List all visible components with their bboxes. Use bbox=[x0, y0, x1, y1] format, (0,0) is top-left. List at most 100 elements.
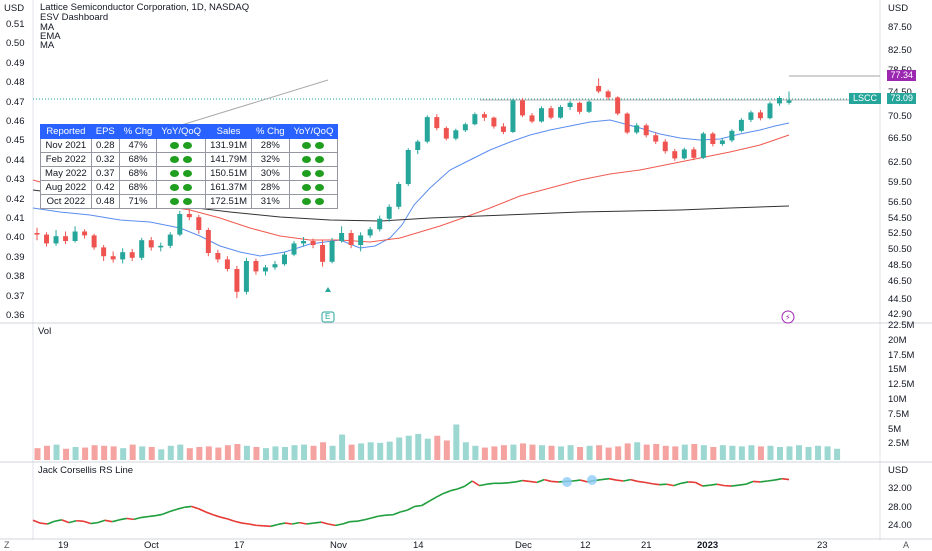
zoom-toggle[interactable]: Z bbox=[4, 540, 10, 550]
cell-eps: 0.42 bbox=[91, 181, 119, 195]
volume-bar bbox=[225, 445, 231, 460]
cell-sales-chg: 30% bbox=[252, 167, 290, 181]
rs-line-segment bbox=[602, 479, 609, 480]
candle-body bbox=[130, 252, 135, 258]
candle-body bbox=[187, 214, 192, 217]
trend-line-drawing[interactable] bbox=[175, 80, 328, 127]
candle-body bbox=[682, 149, 687, 158]
right-axis-tick: 62.50 bbox=[888, 157, 912, 168]
cell-sales-yoy-qoq bbox=[289, 153, 338, 167]
rs-line-segment bbox=[83, 521, 90, 523]
cell-eps-yoy-qoq bbox=[157, 195, 206, 209]
rs-line-segment bbox=[335, 524, 342, 525]
volume-bar bbox=[263, 448, 269, 460]
rs-pane-title[interactable]: Jack Corsellis RS Line bbox=[38, 465, 133, 476]
candle-body bbox=[35, 233, 40, 235]
volume-bar bbox=[272, 446, 278, 460]
cell-sales-chg: 28% bbox=[252, 139, 290, 153]
rs-line-segment bbox=[357, 520, 364, 521]
candle-body bbox=[482, 114, 487, 117]
candle-body bbox=[729, 131, 734, 141]
right-axis-tick: 42.90 bbox=[888, 309, 912, 320]
volume-bar bbox=[73, 447, 79, 460]
rs-line-segment bbox=[321, 522, 328, 524]
rs-line-segment bbox=[163, 512, 170, 515]
rs-line-segment bbox=[544, 480, 551, 482]
col-sales-yoy-qoq: YoY/QoQ bbox=[289, 125, 338, 139]
rs-line-segment bbox=[458, 486, 465, 489]
rs-line-segment bbox=[235, 521, 242, 523]
cell-sales: 150.51M bbox=[206, 167, 252, 181]
candle-body bbox=[282, 255, 287, 265]
candle-body bbox=[739, 120, 744, 131]
volume-bar bbox=[529, 445, 535, 460]
left-axis-tick: 0.44 bbox=[6, 155, 25, 166]
candle-body bbox=[758, 112, 763, 118]
volume-axis-tick: 20M bbox=[888, 335, 906, 346]
volume-bar bbox=[139, 446, 145, 460]
volume-bar bbox=[387, 442, 393, 460]
volume-bar bbox=[568, 445, 574, 460]
volume-bar bbox=[472, 446, 478, 460]
volume-bar bbox=[101, 446, 107, 460]
green-dot-icon bbox=[315, 198, 324, 205]
green-dot-icon bbox=[302, 142, 311, 149]
volume-axis-tick: 12.5M bbox=[888, 379, 914, 390]
right-axis-tick: 44.50 bbox=[888, 294, 912, 305]
candle-body bbox=[206, 230, 211, 253]
rs-line-segment bbox=[537, 480, 544, 483]
volume-bar bbox=[301, 445, 307, 460]
indicator-ma-slow[interactable]: MA bbox=[40, 40, 54, 51]
volume-bar bbox=[244, 446, 250, 460]
volume-bar bbox=[444, 440, 450, 460]
green-dot-icon bbox=[302, 198, 311, 205]
col-eps-chg: % Chg bbox=[119, 125, 157, 139]
volume-bar bbox=[463, 442, 469, 460]
left-axis-tick: 0.51 bbox=[6, 19, 25, 30]
volume-bar bbox=[720, 445, 726, 460]
volume-bar bbox=[168, 446, 174, 460]
rs-line-segment bbox=[415, 506, 422, 507]
left-axis-tick: 0.38 bbox=[6, 271, 25, 282]
right-axis-tick: 54.50 bbox=[888, 213, 912, 224]
rs-line-segment bbox=[400, 510, 407, 512]
left-axis-tick: 0.37 bbox=[6, 291, 25, 302]
volume-bar bbox=[368, 442, 374, 460]
green-dot-icon bbox=[170, 142, 179, 149]
volume-bar bbox=[615, 446, 621, 460]
cell-eps-yoy-qoq bbox=[157, 139, 206, 153]
x-axis-tick: 12 bbox=[580, 540, 591, 551]
cell-reported: Aug 2022 bbox=[41, 181, 92, 195]
candle-body bbox=[672, 151, 677, 158]
volume-bar bbox=[234, 444, 240, 460]
candle-body bbox=[54, 236, 59, 243]
cell-reported: Nov 2021 bbox=[41, 139, 92, 153]
volume-pane-title[interactable]: Vol bbox=[38, 326, 51, 337]
volume-bar bbox=[358, 443, 364, 460]
rs-line-segment bbox=[40, 523, 47, 524]
green-dot-icon bbox=[302, 170, 311, 177]
left-axis-tick: 0.46 bbox=[6, 116, 25, 127]
candle-body bbox=[158, 246, 163, 248]
rs-line-segment bbox=[177, 507, 184, 509]
volume-bar bbox=[130, 445, 136, 460]
volume-bar bbox=[491, 446, 497, 460]
green-dot-icon bbox=[170, 156, 179, 163]
candle-body bbox=[387, 207, 392, 219]
volume-bar bbox=[149, 447, 155, 460]
rs-line-segment bbox=[674, 483, 681, 485]
candle-body bbox=[720, 140, 725, 144]
candle-body bbox=[653, 135, 658, 141]
cell-sales: 141.79M bbox=[206, 153, 252, 167]
rs-line-segment bbox=[55, 520, 62, 521]
volume-axis-tick: 22.5M bbox=[888, 320, 914, 331]
candle-body bbox=[587, 102, 592, 112]
volume-bar bbox=[453, 424, 459, 460]
rs-line-segment bbox=[249, 524, 256, 525]
rs-line-segment bbox=[767, 480, 774, 481]
rs-line-segment bbox=[307, 523, 314, 524]
auto-scale-toggle[interactable]: A bbox=[903, 540, 909, 550]
green-dot-icon bbox=[183, 142, 192, 149]
volume-bar bbox=[577, 447, 583, 460]
